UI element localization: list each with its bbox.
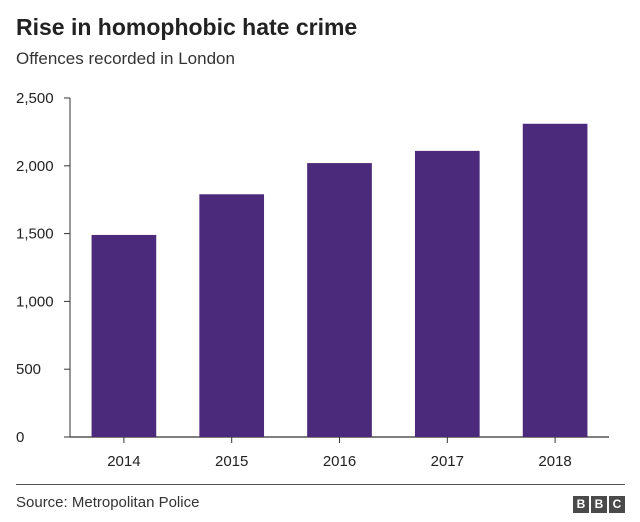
bar-2015 bbox=[199, 194, 265, 437]
y-tick-label: 1,000 bbox=[16, 293, 54, 310]
logo-letter: C bbox=[609, 496, 625, 513]
x-tick-label: 2015 bbox=[215, 453, 248, 470]
source-note: Source: Metropolitan Police bbox=[16, 494, 200, 511]
y-tick-label: 0 bbox=[16, 429, 24, 446]
y-tick-label: 500 bbox=[16, 361, 41, 378]
bar-2018 bbox=[522, 123, 588, 437]
x-tick-label: 2018 bbox=[538, 453, 571, 470]
logo-letter: B bbox=[591, 496, 607, 513]
x-tick-label: 2017 bbox=[431, 453, 464, 470]
footer-divider bbox=[16, 484, 625, 485]
x-tick-label: 2014 bbox=[107, 453, 140, 470]
chart-title: Rise in homophobic hate crime bbox=[16, 14, 358, 40]
bar-2016 bbox=[307, 163, 372, 437]
logo-letter: B bbox=[573, 496, 589, 513]
y-tick-label: 1,500 bbox=[16, 226, 54, 243]
bar-2017 bbox=[414, 150, 480, 437]
chart-subtitle: Offences recorded in London bbox=[16, 49, 235, 68]
y-tick-label: 2,000 bbox=[16, 158, 54, 175]
bar-chart: 0 500 1,000 1,500 2,000 2,500 2014 2015 2016 2017… bbox=[16, 90, 609, 470]
bar-2014 bbox=[91, 234, 157, 437]
x-tick-label: 2016 bbox=[323, 453, 356, 470]
bbc-logo: B B C bbox=[573, 496, 625, 513]
y-tick-label: 2,500 bbox=[16, 90, 54, 107]
